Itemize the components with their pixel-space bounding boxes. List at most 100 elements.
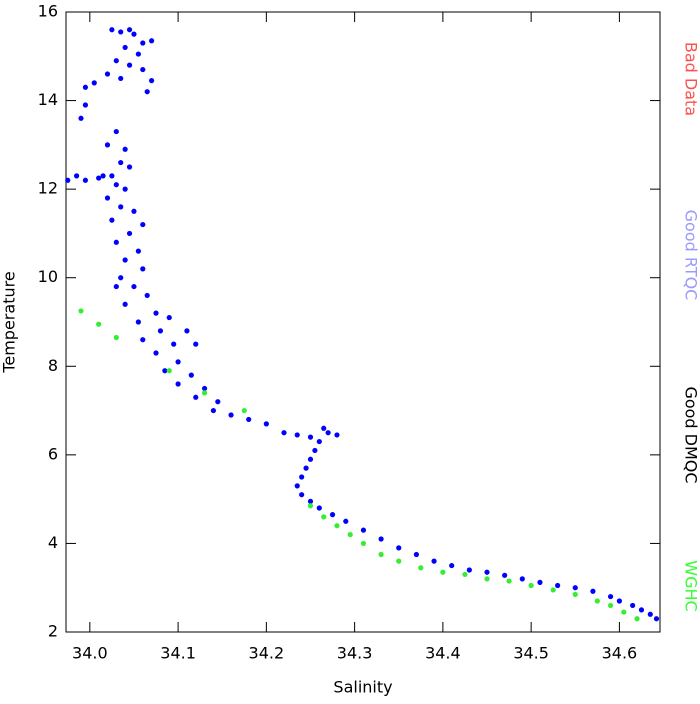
data-point [520,576,525,581]
data-point [202,386,207,391]
data-point [396,545,401,550]
data-point [312,448,317,453]
data-point [361,528,366,533]
data-point [189,373,194,378]
x-tick-label: 34.1 [160,644,196,663]
data-point [100,173,105,178]
data-point [167,315,172,320]
data-point [299,492,304,497]
data-point [467,567,472,572]
y-tick-label: 10 [38,267,58,286]
data-point [378,552,383,557]
y-tick-label: 6 [48,444,58,463]
data-point [123,302,128,307]
data-point [131,209,136,214]
data-point [484,570,489,575]
data-point [348,532,353,537]
data-point [334,432,339,437]
data-point [175,359,180,364]
data-point [242,408,247,413]
data-point [308,499,313,504]
data-point [74,173,79,178]
y-tick-label: 14 [38,90,58,109]
data-point [127,63,132,68]
data-point [202,390,207,395]
data-point [396,559,401,564]
data-point [308,435,313,440]
data-point [145,293,150,298]
data-point [321,426,326,431]
x-tick-label: 34.2 [249,644,285,663]
data-point [462,572,467,577]
data-point [215,399,220,404]
data-point [171,342,176,347]
data-point [140,337,145,342]
data-point [118,160,123,165]
data-point [118,204,123,209]
data-point [303,466,308,471]
data-point [123,257,128,262]
data-point [105,195,110,200]
data-point [127,231,132,236]
data-point [153,350,158,355]
data-point [114,129,119,134]
data-point [431,559,436,564]
data-point [83,178,88,183]
data-point [140,40,145,45]
data-point [123,187,128,192]
x-tick-label: 34.4 [425,644,461,663]
data-point [65,178,70,183]
data-point [114,182,119,187]
data-point [654,616,659,621]
data-point [343,519,348,524]
data-point [193,342,198,347]
data-point [555,583,560,588]
data-point [608,594,613,599]
data-point [118,275,123,280]
data-point [92,80,97,85]
data-point [551,587,556,592]
data-point [123,45,128,50]
y-tick-label: 12 [38,179,58,198]
data-point [136,249,141,254]
data-point [131,284,136,289]
x-axis-label: Salinity [333,678,392,697]
y-axis-label: Temperature [0,271,19,373]
data-point [299,474,304,479]
data-point [317,505,322,510]
data-point [334,523,339,528]
data-point [140,67,145,72]
data-point [96,175,101,180]
data-point [573,585,578,590]
data-point [105,71,110,76]
data-point [595,598,600,603]
data-point [153,311,158,316]
data-point [590,589,595,594]
data-point [321,514,326,519]
data-point [118,76,123,81]
legend-entry: Good DMQC [682,386,700,483]
data-point [361,541,366,546]
data-point [449,563,454,568]
data-point [123,147,128,152]
data-point [83,85,88,90]
data-point [140,222,145,227]
data-point [109,218,114,223]
legend-entry: Good RTQC [682,210,700,301]
data-point [281,430,286,435]
data-point [440,570,445,575]
legend-entry: WGHC [682,560,700,611]
data-point [537,580,542,585]
data-point [211,408,216,413]
data-point [114,335,119,340]
x-tick-label: 34.6 [602,644,638,663]
legend-entry: Bad Data [682,42,700,116]
data-point [184,328,189,333]
x-tick-label: 34.0 [72,644,108,663]
data-point [418,565,423,570]
data-point [158,328,163,333]
data-point [114,240,119,245]
data-point [634,616,639,621]
data-point [621,609,626,614]
data-point [295,483,300,488]
